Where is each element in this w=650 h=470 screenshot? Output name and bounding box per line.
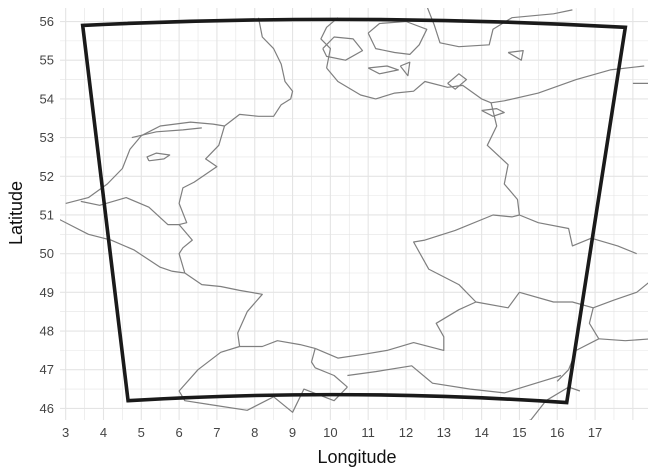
x-tick-label: 9: [289, 425, 296, 440]
x-tick-label: 4: [100, 425, 107, 440]
boundary-de-ch-border: [239, 340, 316, 349]
boundary-at-it-slo-border: [347, 365, 562, 394]
country-boundaries: [60, 8, 648, 420]
x-tick-label: 6: [175, 425, 182, 440]
x-tick-label: 3: [62, 425, 69, 440]
x-tick-label: 16: [550, 425, 564, 440]
boundary-hu-sk-border: [598, 338, 648, 342]
boundary-rugen: [447, 73, 468, 90]
x-tick-label: 7: [213, 425, 220, 440]
boundary-zealand: [367, 20, 428, 55]
boundary-at-sk-hu-border: [556, 307, 600, 382]
x-tick-label: 12: [399, 425, 413, 440]
x-tick-label: 13: [437, 425, 451, 440]
boundary-funen: [322, 36, 364, 61]
boundary-baltic-coast-de-pl: [326, 65, 645, 104]
boundary-jutland-east-coast: [320, 17, 339, 69]
x-tick-label: 11: [361, 425, 375, 440]
y-tick-label: 54: [40, 91, 54, 106]
x-tick-labels: 3 4 5 6 7 8 9 10 11 12 13 14 15 16 17: [62, 425, 602, 440]
boundary-cz-at-border: [475, 291, 594, 309]
boundary-be-fr-border: [60, 219, 172, 272]
boundary-de-fr-border: [184, 272, 263, 347]
boundary-de-at-border: [314, 301, 477, 359]
y-tick-label: 46: [40, 401, 54, 416]
y-tick-label: 55: [40, 53, 54, 68]
boundary-ch-it-border: [209, 386, 348, 413]
x-tick-label: 5: [138, 425, 145, 440]
y-tick-label: 51: [40, 207, 54, 222]
boundary-oder-lagoon: [481, 108, 505, 117]
minor-gridlines: [60, 8, 648, 420]
y-tick-label: 56: [40, 14, 54, 29]
boundary-bornholm: [507, 50, 524, 61]
boundary-nl-be-border: [80, 197, 180, 226]
boundary-de-be-lux-border: [178, 224, 193, 274]
x-tick-label: 14: [474, 425, 488, 440]
boundary-de-pl-border: [486, 102, 520, 216]
boundary-wadden-islands-line: [131, 127, 202, 139]
boundary-north-sea-coast-nl-de: [65, 17, 294, 204]
y-tick-label: 50: [40, 246, 54, 261]
y-tick-label: 47: [40, 362, 54, 377]
boundary-fr-ch-border: [178, 345, 240, 406]
major-gridlines: [60, 8, 648, 420]
domain-box-outline: [80, 17, 628, 405]
boundary-cz-pl-border: [519, 214, 637, 255]
x-tick-label: 10: [323, 425, 337, 440]
y-tick-label: 49: [40, 285, 54, 300]
boundary-hr-slo-border: [528, 386, 581, 420]
y-tick-label: 52: [40, 169, 54, 184]
domain-box: [80, 17, 628, 405]
y-axis-title: Latitude: [6, 181, 26, 245]
boundary-sweden-south-coast: [426, 8, 573, 48]
boundary-lolland: [367, 65, 399, 75]
x-tick-label: 8: [251, 425, 258, 440]
y-tick-label: 48: [40, 324, 54, 339]
boundary-vistula-lagoon: [632, 82, 648, 84]
boundary-lux-fr-border: [171, 270, 185, 274]
x-tick-label: 15: [512, 425, 526, 440]
boundary-ijsselmeer-inner: [146, 152, 171, 162]
x-axis-title: Longitude: [317, 447, 396, 467]
x-tick-label: 17: [588, 425, 602, 440]
y-tick-label: 53: [40, 130, 54, 145]
boundary-at-ch-li-border: [310, 348, 348, 388]
boundary-sk-cz-border: [592, 282, 648, 309]
y-tick-labels: 46 47 48 49 50 51 52 53 54 55 56: [40, 14, 54, 416]
boundary-de-nl-border: [178, 125, 226, 226]
boundary-de-cz-border: [413, 214, 520, 303]
boundary-falster: [399, 61, 411, 77]
